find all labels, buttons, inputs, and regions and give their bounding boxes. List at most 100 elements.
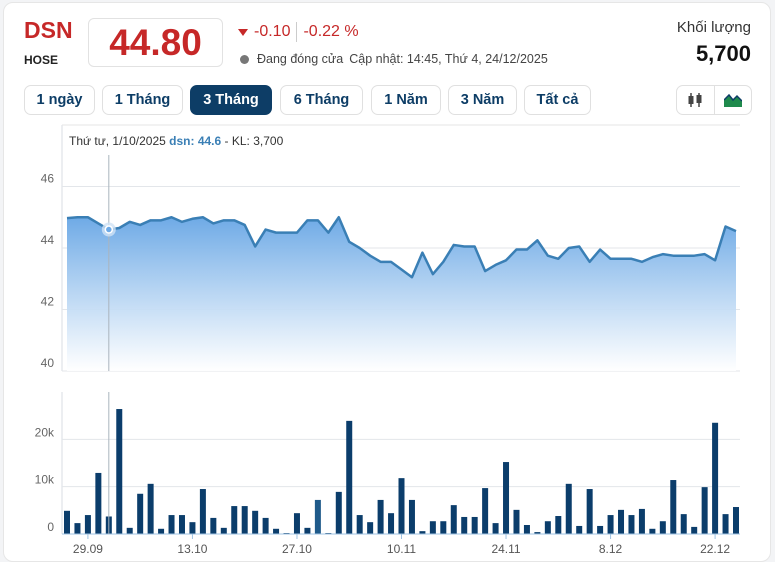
chart-type-toggle	[676, 85, 752, 115]
volume-bar	[440, 521, 447, 534]
volume-bar	[262, 517, 269, 534]
x-tick-label: 22.12	[700, 542, 730, 556]
range-all[interactable]: Tất cả	[524, 85, 591, 115]
volume-bar	[199, 489, 206, 534]
volume-bar	[178, 515, 185, 534]
down-triangle-icon	[238, 28, 248, 36]
volume-bar	[64, 510, 70, 534]
change-value: -0.10	[254, 23, 291, 40]
volume-bar	[116, 409, 123, 534]
range-1-month[interactable]: 1 Tháng	[102, 85, 183, 115]
volume-bar	[597, 525, 604, 534]
volume-bar	[189, 522, 196, 534]
volume-bar	[356, 515, 363, 534]
volume-bar	[461, 516, 468, 534]
range-3-months[interactable]: 3 Tháng	[190, 85, 272, 115]
x-tick-label: 29.09	[73, 542, 103, 556]
volume-bar	[555, 516, 562, 534]
tooltip-volume: 3,700	[253, 134, 284, 148]
price-tick-label: 46	[41, 172, 55, 186]
volume-tick-label: 0	[47, 520, 54, 534]
volume-bar	[576, 525, 583, 534]
range-1-year[interactable]: 1 Năm	[371, 85, 441, 115]
x-tick-label: 8.12	[599, 542, 623, 556]
volume-label: Khối lượng	[676, 19, 751, 36]
volume-bar	[273, 528, 280, 534]
volume-bar	[701, 487, 708, 534]
volume-tick-label: 20k	[35, 425, 55, 439]
price-tick-label: 40	[41, 356, 55, 370]
volume-bar	[137, 493, 144, 534]
volume-bar	[691, 526, 698, 534]
stock-symbol: DSN	[24, 17, 73, 43]
range-6-months[interactable]: 6 Tháng	[280, 85, 363, 115]
tooltip-date: Thứ tư, 1/10/2025	[69, 134, 166, 148]
exchange-label: HOSE	[24, 53, 59, 67]
x-tick-label: 24.11	[491, 542, 520, 556]
x-tick-label: 27.10	[282, 542, 312, 556]
chart-tooltip: Thứ tư, 1/10/2025 dsn: 44.6 - KL: 3,700	[69, 134, 283, 148]
volume-bar	[398, 478, 405, 534]
price-area	[67, 217, 736, 371]
volume-bar	[492, 523, 499, 534]
x-tick-label: 13.10	[177, 542, 207, 556]
status-dot-icon	[240, 54, 249, 64]
volume-bar	[231, 506, 238, 534]
x-tick-label: 10.11	[387, 542, 416, 556]
volume-value: 5,700	[695, 41, 751, 66]
volume-bar	[649, 528, 656, 534]
volume-bar	[220, 527, 227, 534]
volume-bar	[670, 480, 677, 534]
volume-bar	[450, 505, 457, 534]
volume-bar	[367, 522, 374, 534]
market-status: Đang đóng cửa Cập nhật: 14:45, Thứ 4, 24…	[240, 52, 548, 66]
volume-bar	[95, 472, 102, 534]
volume-bar	[158, 528, 165, 534]
volume-bar	[74, 523, 81, 534]
volume-tick-label: 10k	[35, 473, 55, 487]
area-chart-icon[interactable]	[715, 86, 752, 114]
volume-bar	[722, 514, 729, 534]
volume-bar	[429, 521, 436, 534]
volume-bar	[252, 510, 259, 534]
volume-bar	[659, 521, 666, 534]
volume-bar	[544, 521, 551, 534]
hover-point	[104, 225, 114, 234]
volume-bar	[638, 508, 645, 534]
price-tick-label: 44	[41, 233, 55, 247]
update-time: Cập nhật: 14:45, Thứ 4, 24/12/2025	[349, 52, 548, 66]
volume-bar	[607, 515, 614, 534]
volume-bar	[314, 499, 321, 534]
volume-bar	[304, 527, 311, 534]
divider	[296, 22, 298, 42]
volume-bar	[503, 462, 510, 534]
volume-bar	[388, 513, 395, 534]
tooltip-value: 44.6	[197, 134, 222, 148]
candlestick-icon[interactable]	[677, 86, 715, 114]
volume-bar	[471, 516, 478, 534]
volume-bar	[210, 517, 217, 534]
volume-bar	[241, 506, 248, 534]
volume-bar	[335, 491, 342, 534]
volume-bar	[628, 515, 635, 534]
volume-bar	[168, 515, 175, 534]
volume-bar	[126, 527, 133, 534]
volume-bar	[482, 488, 489, 534]
volume-bar	[733, 507, 739, 534]
volume-bar	[377, 499, 384, 534]
tooltip-series: dsn:	[169, 134, 195, 148]
volume-bar	[408, 499, 415, 534]
volume-bar	[513, 509, 520, 534]
price-tick-label: 42	[41, 295, 55, 309]
range-1-day[interactable]: 1 ngày	[24, 85, 95, 115]
price-line	[66, 216, 737, 279]
change-percent: -0.22 %	[303, 23, 359, 40]
volume-bar	[534, 532, 541, 534]
volume-bar	[293, 513, 300, 534]
volume-bar	[419, 531, 426, 534]
range-3-years[interactable]: 3 Năm	[448, 85, 517, 115]
tooltip-volume-label: - KL:	[224, 134, 250, 148]
current-price: 44.80	[88, 18, 223, 67]
volume-bar	[712, 422, 719, 534]
